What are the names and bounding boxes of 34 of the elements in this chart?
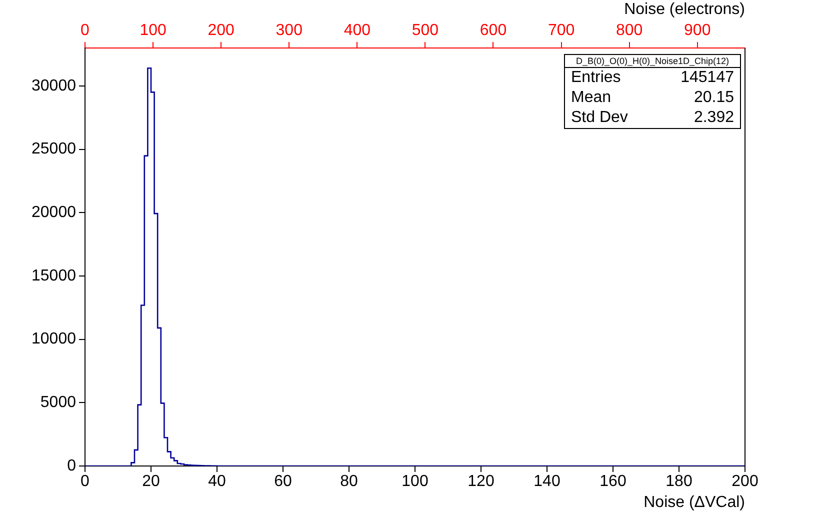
x2-tick-label: 0 (80, 22, 90, 39)
x2-tick-label: 600 (480, 22, 507, 39)
y-tick-label: 30000 (32, 77, 76, 94)
x-tick-label: 160 (600, 473, 626, 490)
x-tick-label: 200 (732, 473, 758, 490)
text: D_B(0)_O(0)_H(0)_Noise1D_Chip(12) (565, 55, 740, 68)
text: Mean 20.15 (571, 89, 734, 106)
x2-tick-label: 300 (276, 22, 303, 39)
y-tick-label: 10000 (32, 330, 76, 348)
x-tick-label: 60 (274, 473, 292, 490)
y-tick-label: 15000 (32, 267, 76, 284)
x2-tick-label: 700 (548, 22, 575, 39)
text: Std Dev 2.392 (571, 109, 734, 126)
x-tick-label: 0 (80, 473, 90, 490)
x-tick-label: 120 (468, 473, 494, 490)
text: Entries 145147 (571, 69, 734, 86)
x-axis-title: Noise (ΔVCal) (644, 494, 745, 511)
y-tick-label: 25000 (32, 140, 76, 158)
y-tick-label: 0 (67, 457, 76, 474)
x-tick-label: 20 (142, 473, 160, 490)
x-tick-label: 140 (534, 473, 560, 490)
x-tick-label: 180 (666, 473, 692, 490)
x-tick-label: 80 (340, 473, 358, 490)
x2-tick-label: 800 (616, 22, 643, 39)
x2-tick-label: 400 (344, 22, 371, 39)
x2-tick-label: 500 (412, 22, 439, 39)
y-tick-label: 5000 (40, 394, 76, 412)
x-tick-label: 100 (402, 473, 428, 490)
x2-tick-label: 900 (684, 22, 711, 39)
x2-tick-label: 200 (208, 22, 235, 39)
x2-tick-label: 100 (140, 22, 166, 39)
x-tick-label: 40 (208, 473, 226, 490)
y-tick-label: 20000 (32, 204, 76, 222)
x2-axis-title: Noise (electrons) (624, 1, 745, 18)
